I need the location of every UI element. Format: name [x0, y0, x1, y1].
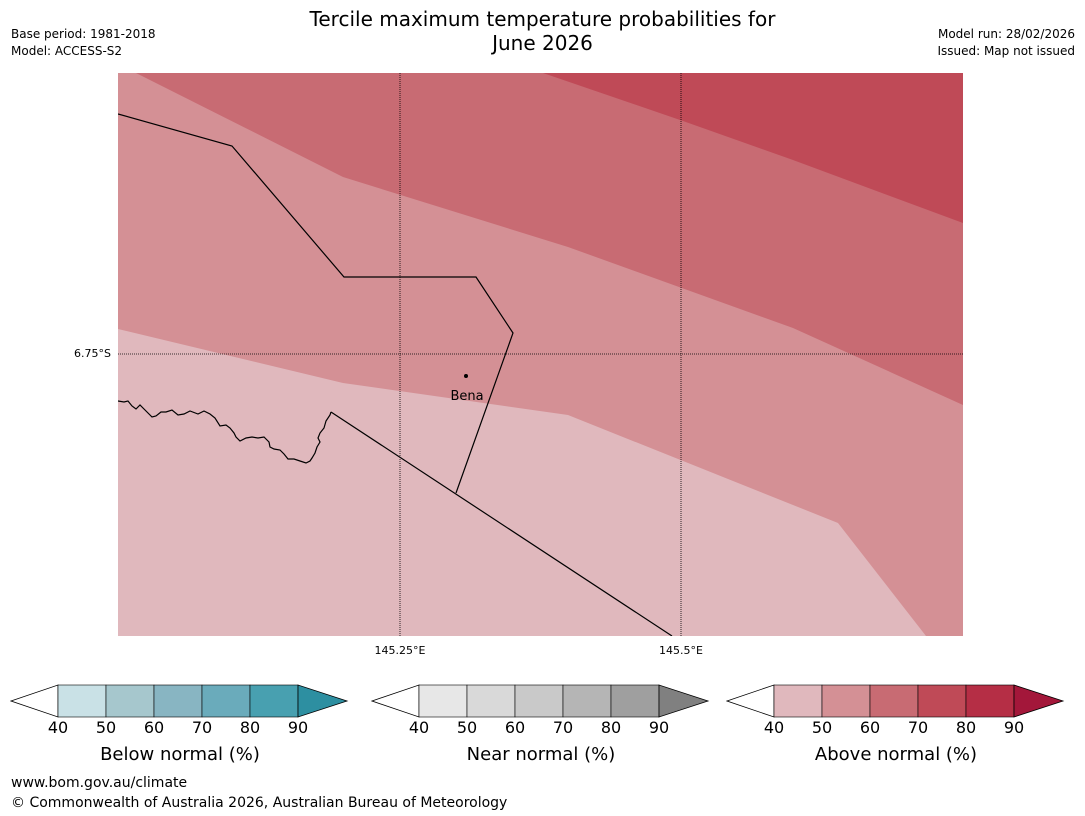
colorbar-near-normal-scale — [370, 684, 710, 718]
colorbar-near-normal-lower-arrow — [370, 684, 420, 718]
colorbar-below-normal-tick-60: 60 — [143, 718, 165, 737]
colorbar-below-normal-tick-90: 90 — [287, 718, 309, 737]
colorbar-near-normal-tick-80: 80 — [600, 718, 622, 737]
colorbar-near-normal-tick-70: 70 — [552, 718, 574, 737]
colorbar-above-normal-ticks: 40 50 60 70 80 90 — [726, 718, 1066, 738]
colorbar-below-normal-scale — [9, 684, 349, 718]
colorbar-near-normal-tick-90: 90 — [648, 718, 670, 737]
header-right-info: Model run: 28/02/2026 Issued: Map not is… — [937, 26, 1075, 60]
colorbar-above-normal-box-80 — [965, 684, 1015, 718]
colorbar-near-normal-ticks: 40 50 60 70 80 90 — [371, 718, 711, 738]
colorbar-below-normal: 40 50 60 70 80 90 Below normal (%) — [9, 684, 350, 765]
probability-map[interactable]: Bena — [118, 73, 963, 636]
band-70-80 — [543, 73, 963, 223]
colorbar-below-normal-box-50 — [105, 684, 155, 718]
colorbar-below-normal-tick-70: 70 — [191, 718, 213, 737]
footer-url[interactable]: www.bom.gov.au/climate — [11, 775, 188, 791]
colorbar-above-normal-lower-arrow — [725, 684, 775, 718]
map-title: Tercile maximum temperature probabilitie… — [0, 7, 1085, 55]
colorbar-near-normal-box-60 — [514, 684, 564, 718]
longitude-label-1: 145.25°E — [374, 644, 426, 657]
province-boundary-south — [330, 411, 673, 636]
colorbar-below-normal-tick-80: 80 — [239, 718, 261, 737]
colorbar-below-normal-tick-50: 50 — [95, 718, 117, 737]
band-60-70 — [136, 73, 963, 405]
colorbar-near-normal-box-70 — [562, 684, 612, 718]
colorbar-above-normal-box-70 — [917, 684, 967, 718]
colorbar-below-normal-box-70 — [201, 684, 251, 718]
colorbar-above-normal-box-40 — [773, 684, 823, 718]
colorbar-near-normal-box-40 — [418, 684, 468, 718]
colorbar-above-normal-scale — [725, 684, 1065, 718]
colorbar-below-normal-lower-arrow — [9, 684, 59, 718]
colorbar-below-normal-ticks: 40 50 60 70 80 90 — [10, 718, 350, 738]
longitude-label-2: 145.5°E — [659, 644, 703, 657]
map-title-line1: Tercile maximum temperature probabilitie… — [309, 7, 776, 31]
colorbar-above-normal-tick-70: 70 — [907, 718, 929, 737]
latitude-label: 6.75°S — [74, 347, 111, 360]
colorbar-above-normal-box-60 — [869, 684, 919, 718]
colorbar-above-normal: 40 50 60 70 80 90 Above normal (%) — [725, 684, 1066, 765]
header-left-info: Base period: 1981-2018 Model: ACCESS-S2 — [11, 26, 156, 60]
bena-marker-icon[interactable] — [464, 374, 468, 378]
colorbar-near-normal: 40 50 60 70 80 90 Near normal (%) — [370, 684, 711, 765]
colorbar-below-normal-tick-40: 40 — [47, 718, 69, 737]
model-run-text: Model run: 28/02/2026 — [937, 27, 1075, 41]
colorbar-near-normal-upper-arrow — [658, 684, 710, 718]
colorbar-above-normal-tick-90: 90 — [1003, 718, 1025, 737]
colorbar-below-normal-box-40 — [57, 684, 107, 718]
colorbar-above-normal-tick-40: 40 — [763, 718, 785, 737]
base-period-text: Base period: 1981-2018 — [11, 27, 156, 41]
colorbar-below-normal-box-80 — [249, 684, 299, 718]
colorbar-below-normal-title: Below normal (%) — [100, 744, 260, 765]
colorbar-above-normal-title: Above normal (%) — [814, 744, 978, 765]
colorbar-below-normal-upper-arrow — [297, 684, 349, 718]
model-text: Model: ACCESS-S2 — [11, 44, 123, 58]
colorbar-near-normal-box-50 — [466, 684, 516, 718]
colorbar-above-normal-tick-80: 80 — [955, 718, 977, 737]
colorbar-above-normal-tick-50: 50 — [811, 718, 833, 737]
colorbar-near-normal-title: Near normal (%) — [466, 744, 616, 765]
colorbar-near-normal-tick-60: 60 — [504, 718, 526, 737]
bena-label: Bena — [450, 389, 483, 404]
colorbar-near-normal-tick-50: 50 — [456, 718, 478, 737]
coastline — [118, 400, 332, 464]
colorbar-above-normal-box-50 — [821, 684, 871, 718]
colorbar-near-normal-tick-40: 40 — [408, 718, 430, 737]
colorbar-above-normal-upper-arrow — [1013, 684, 1065, 718]
map-title-line2: June 2026 — [492, 31, 593, 55]
colorbar-below-normal-box-60 — [153, 684, 203, 718]
colorbar-near-normal-box-80 — [610, 684, 660, 718]
province-boundary-north — [118, 113, 514, 494]
issued-text: Issued: Map not issued — [937, 44, 1075, 58]
footer-copyright: © Commonwealth of Australia 2026, Austra… — [11, 795, 508, 811]
colorbar-above-normal-tick-60: 60 — [859, 718, 881, 737]
